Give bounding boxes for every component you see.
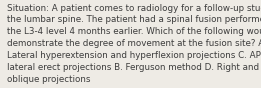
Text: Situation: A patient comes to radiology for a follow-up study of: Situation: A patient comes to radiology … [7, 4, 261, 12]
Text: lateral erect projections B. Ferguson method D. Right and left 45: lateral erect projections B. Ferguson me… [7, 63, 261, 72]
Text: demonstrate the degree of movement at the fusion site? A.: demonstrate the degree of movement at th… [7, 39, 261, 48]
Text: the lumbar spine. The patient had a spinal fusion performed at: the lumbar spine. The patient had a spin… [7, 15, 261, 24]
Text: Lateral hyperextension and hyperflexion projections C. AP and: Lateral hyperextension and hyperflexion … [7, 51, 261, 60]
Text: oblique projections: oblique projections [7, 75, 90, 84]
Text: the L3-4 level 4 months earlier. Which of the following would best: the L3-4 level 4 months earlier. Which o… [7, 27, 261, 36]
